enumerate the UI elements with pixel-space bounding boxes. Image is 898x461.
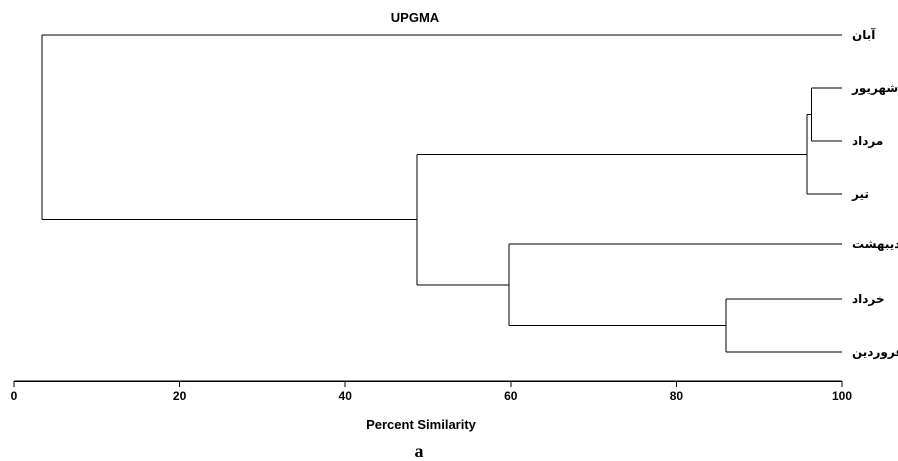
chart-title: UPGMA [391, 10, 440, 25]
leaf-label: شهریور [851, 81, 898, 96]
leaf-label: تیر [851, 187, 869, 201]
branches [41, 34, 842, 353]
x-tick-label: 40 [339, 389, 353, 403]
leaf-label: مرداد [852, 134, 883, 148]
x-axis-label: Percent Similarity [366, 417, 477, 432]
x-axis-ticks: 0 20 40 60 80 100 [11, 381, 852, 403]
x-tick-label: 0 [11, 389, 18, 403]
x-tick-label: 100 [832, 389, 852, 403]
x-tick-label: 60 [504, 389, 518, 403]
leaf-label: آبان [852, 27, 876, 42]
leaf-label: فروردین [852, 345, 898, 360]
figure-caption: a [415, 441, 424, 461]
leaf-label: خرداد [852, 292, 885, 306]
x-tick-label: 80 [670, 389, 684, 403]
x-tick-label: 20 [173, 389, 187, 403]
